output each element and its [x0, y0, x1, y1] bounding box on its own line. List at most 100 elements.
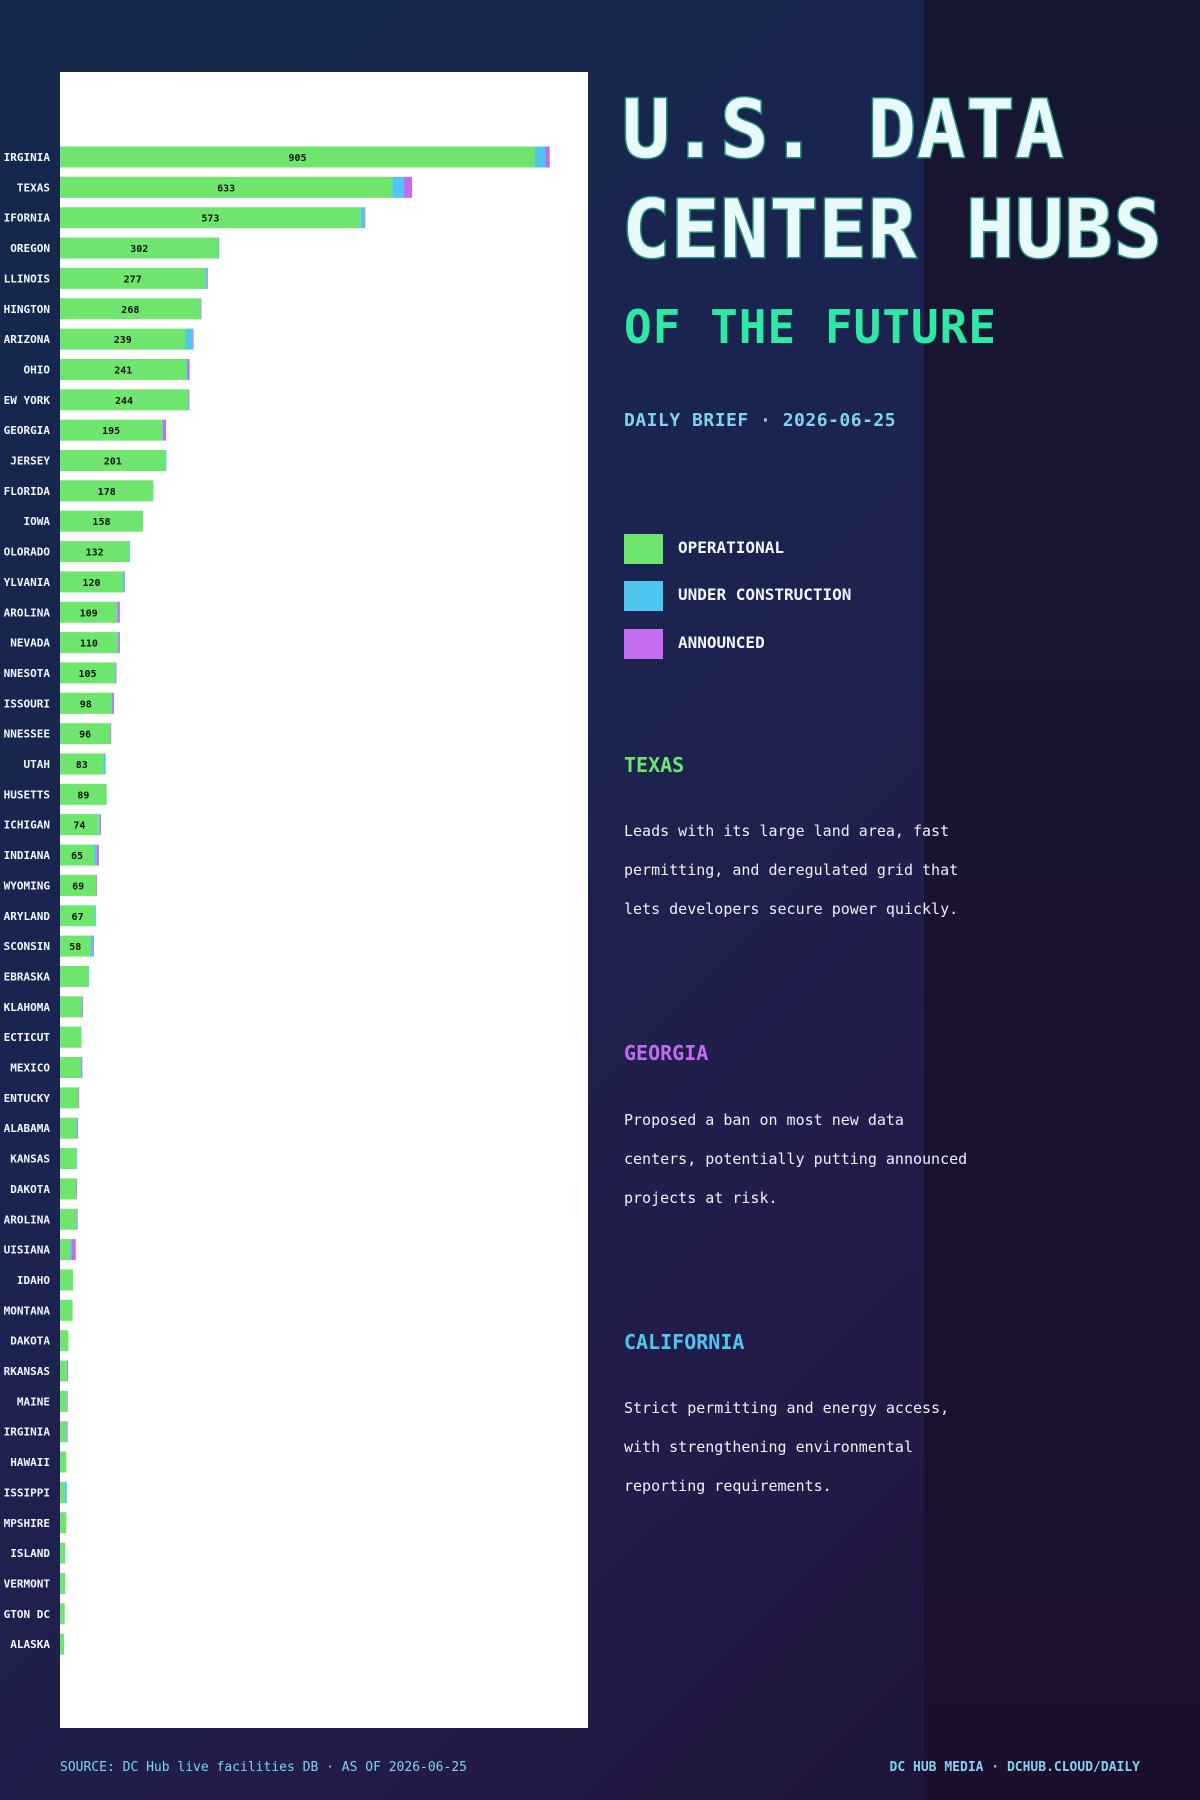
tick-label-45: MPSHIRE	[4, 1517, 50, 1530]
tick-label-3: OREGON	[10, 242, 50, 255]
bar-operational-24	[60, 874, 97, 896]
bar-operational-22	[60, 814, 99, 836]
tick-label-30: MEXICO	[10, 1062, 50, 1075]
tick-label-44: ISSIPPI	[4, 1486, 50, 1499]
bar-under-construction-30	[80, 1057, 82, 1078]
bar-announced-22	[99, 814, 101, 836]
bar-announced-6	[192, 328, 194, 350]
bar-under-construction-36	[70, 1239, 72, 1261]
bar-under-construction-27	[88, 965, 90, 987]
bar-under-construction-4	[205, 267, 207, 289]
bar-announced-18	[112, 692, 115, 714]
bar-announced-23	[96, 844, 99, 866]
bar-operational-34	[60, 1178, 77, 1200]
tick-label-17: NNESOTA	[4, 667, 51, 680]
value-label-11: 178	[98, 487, 116, 498]
bar-announced-14	[124, 571, 125, 593]
bar-announced-1	[403, 176, 413, 198]
tick-label-43: HAWAII	[10, 1456, 50, 1469]
value-label-12: 158	[92, 517, 110, 528]
tick-label-18: ISSOURI	[4, 697, 50, 710]
note-heading-texas: TEXAS	[624, 753, 685, 777]
bar-under-construction-20	[103, 753, 106, 775]
bar-operational-29	[60, 1026, 82, 1048]
value-label-20: 83	[76, 760, 88, 771]
bar-announced-17	[115, 662, 117, 684]
bar-under-construction-15	[117, 601, 119, 623]
tick-label-1: TEXAS	[17, 181, 50, 194]
bar-under-construction-33	[76, 1148, 78, 1170]
tick-label-13: OLORADO	[4, 546, 51, 559]
tick-label-29: ECTICUT	[4, 1031, 51, 1044]
legend-swatch-announced	[624, 629, 663, 659]
tick-label-23: INDIANA	[4, 849, 51, 862]
tick-label-22: ICHIGAN	[4, 819, 50, 832]
tick-label-8: EW YORK	[4, 394, 51, 407]
bar-announced-31	[78, 1087, 80, 1109]
tick-label-48: GTON DC	[4, 1608, 50, 1621]
value-label-0: 905	[288, 153, 306, 164]
bar-under-construction-26	[90, 935, 94, 957]
background-right-panel	[924, 0, 1200, 1800]
tick-label-5: HINGTON	[4, 303, 50, 316]
bar-announced-19	[110, 723, 112, 745]
bar-announced-2	[364, 207, 366, 229]
tick-label-39: DAKOTA	[10, 1335, 50, 1348]
note-text-georgia: Proposed a ban on most new data centers,…	[624, 1111, 968, 1207]
value-label-10: 201	[104, 457, 122, 468]
bar-under-construction-16	[117, 632, 119, 654]
note-heading-california: CALIFORNIA	[624, 1330, 745, 1354]
tick-label-32: ALABAMA	[4, 1122, 51, 1135]
tick-label-38: MONTANA	[4, 1304, 51, 1317]
bar-announced-26	[93, 935, 94, 957]
state-labels: IRGINIA TEXAS IFORNIA OREGON LLINOIS HINGTON A…	[4, 151, 51, 1651]
bar-operational-9	[60, 419, 163, 441]
bar-under-construction-10	[165, 450, 167, 471]
tick-label-24: WYOMING	[4, 879, 51, 892]
bar-under-construction-18	[111, 692, 113, 714]
bar-operational-40	[60, 1360, 67, 1382]
note-heading-georgia: GEORGIA	[624, 1041, 709, 1065]
tick-label-37: IDAHO	[17, 1274, 50, 1287]
value-label-9: 195	[102, 426, 120, 437]
bar-announced-36	[71, 1239, 76, 1261]
chart-panel: 905 633 573 302 277 268 239 241 244 195 201 178 158 1…	[60, 72, 588, 1728]
tick-label-34: DAKOTA	[10, 1183, 50, 1196]
bar-under-construction-40	[66, 1360, 68, 1382]
bar-operational-4	[60, 267, 206, 289]
bar-under-construction-28	[81, 996, 83, 1018]
legend-label-operational: OPERATIONAL	[678, 538, 784, 557]
value-label-25: 67	[72, 912, 84, 923]
bar-operational-8	[60, 389, 189, 411]
bar-announced-0	[545, 146, 550, 168]
bar-operational-2	[60, 207, 361, 229]
bar-operational-42	[60, 1421, 66, 1443]
bar-operational-26	[60, 935, 91, 957]
bar-operational-5	[60, 298, 201, 320]
bar-operational-44	[60, 1481, 65, 1503]
page-title-line2: CENTER HUBS	[621, 182, 1164, 278]
bar-operational-23	[60, 844, 95, 866]
tick-label-12: IOWA	[24, 515, 51, 528]
bar-operational-20	[60, 753, 104, 775]
bar-operational-33	[60, 1148, 77, 1170]
bar-under-construction-23	[94, 844, 97, 866]
tick-label-9: GEORGIA	[4, 424, 51, 437]
value-label-1: 633	[217, 183, 235, 194]
bar-under-construction-2	[360, 207, 365, 229]
tick-label-40: RKANSAS	[4, 1365, 50, 1378]
bar-announced-16	[118, 632, 120, 654]
tick-label-33: KANSAS	[10, 1153, 50, 1166]
tick-label-15: AROLINA	[4, 606, 51, 619]
tick-label-10: JERSEY	[10, 455, 50, 468]
daily-brief-date: DAILY BRIEF · 2026-06-25	[624, 410, 897, 431]
bar-under-construction-8	[188, 389, 189, 411]
bar-under-construction-0	[535, 146, 546, 168]
bar-operational-31	[60, 1087, 79, 1109]
note-text-texas: Leads with its large land area, fast per…	[624, 822, 959, 918]
bar-operational-43	[60, 1451, 67, 1473]
value-label-8: 244	[115, 396, 133, 407]
value-label-15: 109	[80, 608, 98, 619]
bar-operational-30	[60, 1057, 81, 1078]
tick-label-36: UISIANA	[4, 1244, 51, 1257]
